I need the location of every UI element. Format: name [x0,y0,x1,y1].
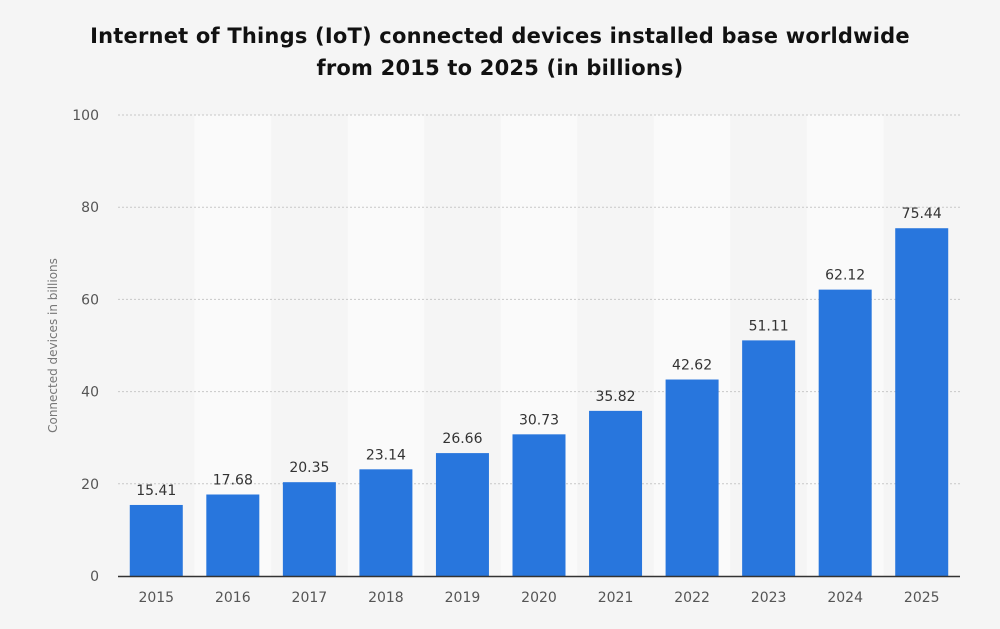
x-tick-label: 2024 [827,590,863,606]
bar [895,228,949,576]
bar [512,434,566,576]
data-label: 75.44 [902,206,942,222]
bar [665,379,719,576]
data-labels: 15.41 17.68 20.35 23.14 26.66 30.73 35.82 42.62… [136,206,942,499]
y-tick-label: 20 [81,477,99,493]
bar [282,482,336,576]
x-tick-label: 2020 [521,590,557,606]
x-axis-ticks: 2015 2016 2017 2018 2019 2020 2021 2022 2023 2024… [138,590,939,606]
bars [129,228,949,576]
x-tick-label: 2016 [215,590,251,606]
data-label: 26.66 [442,431,482,447]
chart-title-line-2: from 2015 to 2025 (in billions) [316,56,684,80]
data-label: 20.35 [289,460,329,476]
data-label: 42.62 [672,358,712,374]
x-tick-label: 2023 [751,590,787,606]
data-label: 62.12 [825,268,865,284]
bar [129,504,183,576]
data-label: 15.41 [136,483,176,499]
bar [435,453,489,576]
x-tick-label: 2022 [674,590,710,606]
y-tick-label: 40 [81,385,99,401]
chart-title-block: Internet of Things (IoT) connected devic… [0,20,1000,84]
y-axis-title: Connected devices in billions [46,258,60,433]
bar [589,410,643,576]
x-tick-label: 2018 [368,590,404,606]
data-label: 51.11 [749,318,789,334]
data-label: 23.14 [366,447,406,463]
y-tick-label: 60 [81,292,99,308]
x-tick-label: 2015 [138,590,174,606]
chart-title-line-1: Internet of Things (IoT) connected devic… [90,24,910,48]
data-label: 35.82 [595,389,635,405]
x-tick-label: 2021 [598,590,634,606]
x-tick-label: 2019 [445,590,481,606]
y-axis-ticks: 0 20 40 60 80 100 [72,108,99,585]
x-tick-label: 2025 [904,590,940,606]
y-tick-label: 80 [81,200,99,216]
bar [742,340,796,576]
y-tick-label: 0 [90,569,99,585]
x-tick-label: 2017 [292,590,328,606]
bar [359,469,413,576]
data-label: 17.68 [213,472,253,488]
y-tick-label: 100 [72,108,99,124]
data-label: 30.73 [519,412,559,428]
bar [206,494,260,576]
bar [818,289,872,576]
